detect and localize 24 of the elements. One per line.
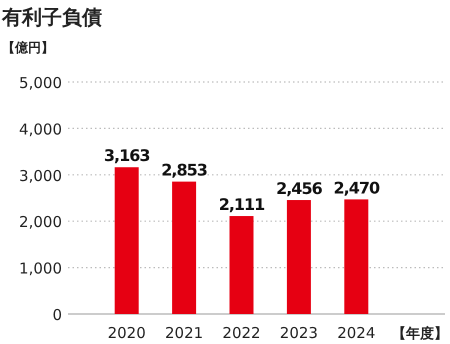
bar: [344, 199, 368, 314]
x-tick-label: 2020: [108, 324, 146, 342]
bar: [230, 216, 254, 314]
x-tick-label: 2021: [165, 324, 204, 342]
y-tick-label: 2,000: [19, 213, 62, 232]
y-axis-title: 【億円】: [2, 40, 54, 56]
bar: [286, 200, 311, 314]
data-label: 2,853: [161, 160, 207, 180]
data-label: 3,163: [104, 146, 150, 166]
bar: [114, 167, 139, 314]
data-label: 2,470: [333, 178, 380, 198]
x-tick-label: 2022: [222, 324, 261, 342]
chart-title: 有利子負債: [1, 5, 102, 29]
data-label: 2,111: [218, 195, 266, 214]
y-tick-label: 0: [52, 306, 62, 324]
x-axis-title: 【年度】: [392, 325, 448, 342]
y-tick-label: 4,000: [19, 120, 62, 138]
y-tick-label: 5,000: [19, 74, 62, 92]
y-tick-label: 1,000: [19, 260, 62, 278]
x-tick-label: 2024: [337, 324, 376, 342]
x-tick-label: 2023: [280, 324, 318, 342]
bar: [172, 182, 196, 314]
y-tick-label: 3,000: [19, 166, 62, 185]
data-label: 2,456: [276, 179, 323, 198]
